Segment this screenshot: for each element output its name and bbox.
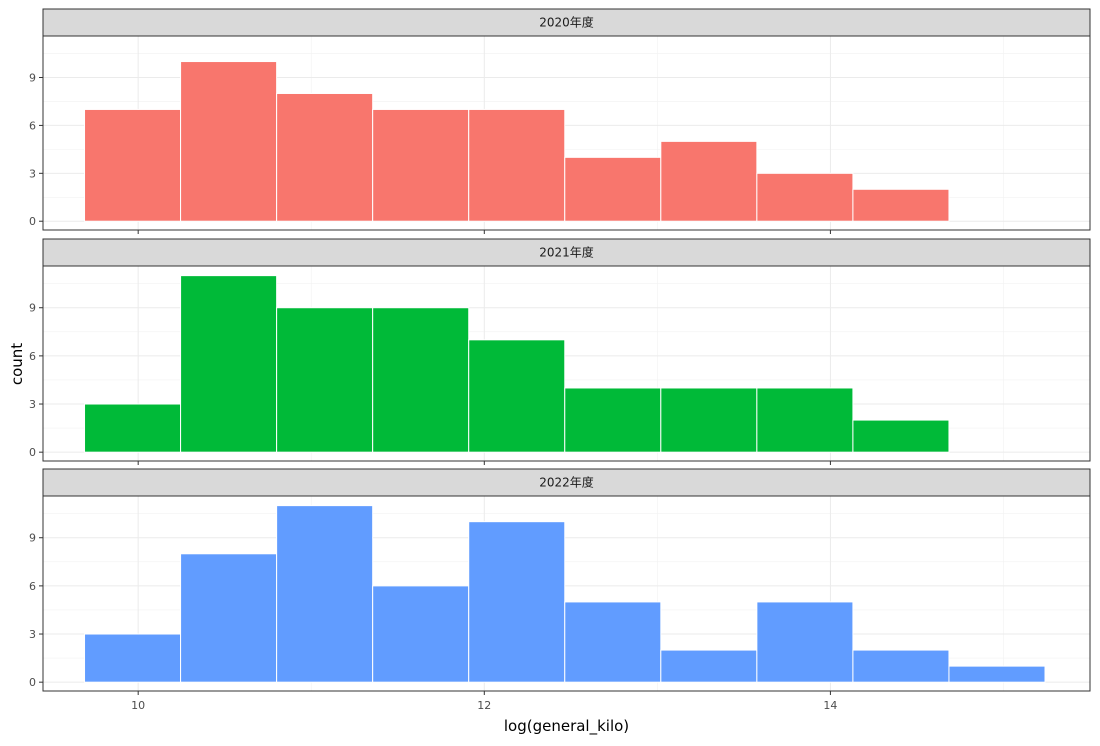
histogram-bar: [852, 188, 950, 222]
histogram-bar: [276, 307, 374, 453]
y-tick-label: 3: [29, 167, 36, 180]
histogram-bar: [756, 387, 854, 453]
facet-strip: [42, 8, 1091, 37]
histogram-bar: [756, 601, 854, 683]
y-tick-label: 9: [29, 532, 36, 545]
histogram-bar: [660, 387, 758, 453]
y-tick-label: 0: [29, 676, 36, 689]
y-tick-label: 3: [29, 398, 36, 411]
histogram-bar: [468, 108, 566, 222]
y-tick-label: 6: [29, 119, 36, 132]
x-tick-label: 12: [477, 699, 491, 712]
facet-strip-label: 2022年度: [539, 475, 594, 490]
histogram-bar: [852, 649, 950, 683]
histogram-bar: [372, 585, 470, 683]
facet-strip: [42, 468, 1091, 497]
histogram-bar: [852, 419, 950, 453]
y-axis-title: count: [8, 343, 26, 385]
x-tick-label: 10: [131, 699, 145, 712]
y-tick-label: 9: [29, 302, 36, 315]
y-tick-label: 0: [29, 215, 36, 228]
histogram-bar: [276, 505, 374, 683]
histogram-bar: [180, 553, 278, 683]
panel-border: [42, 265, 1091, 462]
histogram-bar: [948, 665, 1046, 683]
histogram-bar: [276, 92, 374, 222]
y-tick-label: 0: [29, 446, 36, 459]
facet-panel: 2022年度 0 3 6 9: [29, 468, 1091, 695]
histogram-bar: [180, 61, 278, 222]
histogram-bar: [756, 172, 854, 222]
y-tick-label: 6: [29, 580, 36, 593]
facet-strip-label: 2021年度: [539, 245, 594, 260]
histogram-bar: [180, 275, 278, 453]
histogram-bar: [564, 387, 662, 453]
y-tick-label: 9: [29, 72, 36, 85]
histogram-bar: [468, 521, 566, 683]
facet-panel: 2020年度 0 3 6 9: [29, 8, 1091, 234]
y-tick-label: 3: [29, 628, 36, 641]
histogram-bar: [84, 403, 182, 453]
x-axis-title: log(general_kilo): [504, 717, 629, 736]
histogram-bar: [660, 140, 758, 222]
panel-border: [42, 35, 1091, 231]
histogram-bar: [372, 307, 470, 453]
histogram-bar: [84, 633, 182, 683]
histogram-bar: [660, 649, 758, 683]
histogram-bar: [564, 156, 662, 222]
histogram-bar: [84, 108, 182, 222]
facet-panel: 2021年度 0 3 6 9: [29, 238, 1091, 465]
x-tick-label: 14: [823, 699, 837, 712]
facet-strip-label: 2020年度: [539, 15, 594, 30]
histogram-bar: [372, 108, 470, 222]
facet-strip: [42, 238, 1091, 267]
y-tick-label: 6: [29, 350, 36, 363]
panel-border: [42, 495, 1091, 692]
histogram-bar: [468, 339, 566, 453]
histogram-bar: [564, 601, 662, 683]
